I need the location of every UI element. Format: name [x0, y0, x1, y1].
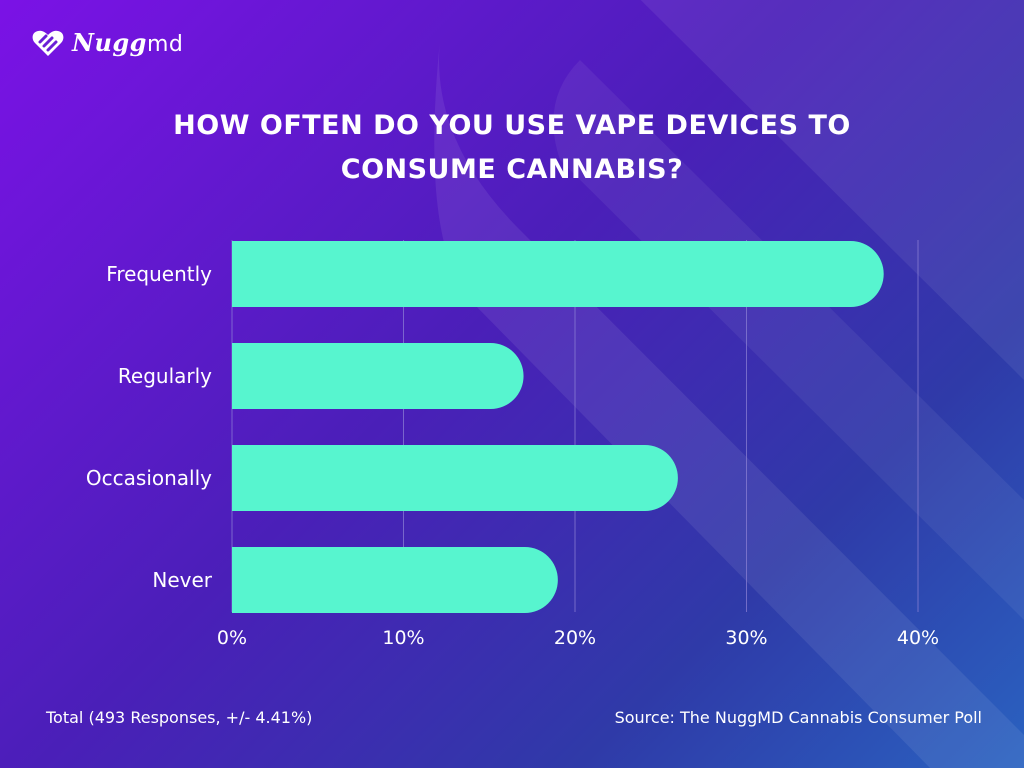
brand-name: Nuggmd: [72, 28, 184, 57]
chart-title: HOW OFTEN DO YOU USE VAPE DEVICES TO CON…: [112, 104, 912, 192]
chart-title-line-1: HOW OFTEN DO YOU USE VAPE DEVICES TO: [173, 110, 851, 141]
category-label: Regularly: [118, 364, 212, 388]
x-tick-label: 20%: [554, 627, 596, 649]
bar: [232, 343, 524, 409]
brand-logo: Nuggmd: [32, 28, 183, 57]
total-responses-note: Total (493 Responses, +/- 4.41%): [46, 708, 313, 727]
bar: [232, 445, 678, 511]
heart-logo-icon: [32, 30, 64, 56]
x-tick-label: 30%: [725, 627, 767, 649]
x-tick-label: 10%: [382, 627, 424, 649]
category-label: Occasionally: [86, 466, 212, 490]
bar: [232, 547, 558, 613]
x-tick-label: 0%: [217, 627, 247, 649]
category-label: Never: [152, 568, 212, 592]
source-note: Source: The NuggMD Cannabis Consumer Pol…: [614, 708, 982, 727]
x-tick-label: 40%: [897, 627, 939, 649]
bar: [232, 241, 884, 307]
chart-title-line-2: CONSUME CANNABIS?: [340, 154, 684, 185]
category-label: Frequently: [106, 262, 212, 286]
